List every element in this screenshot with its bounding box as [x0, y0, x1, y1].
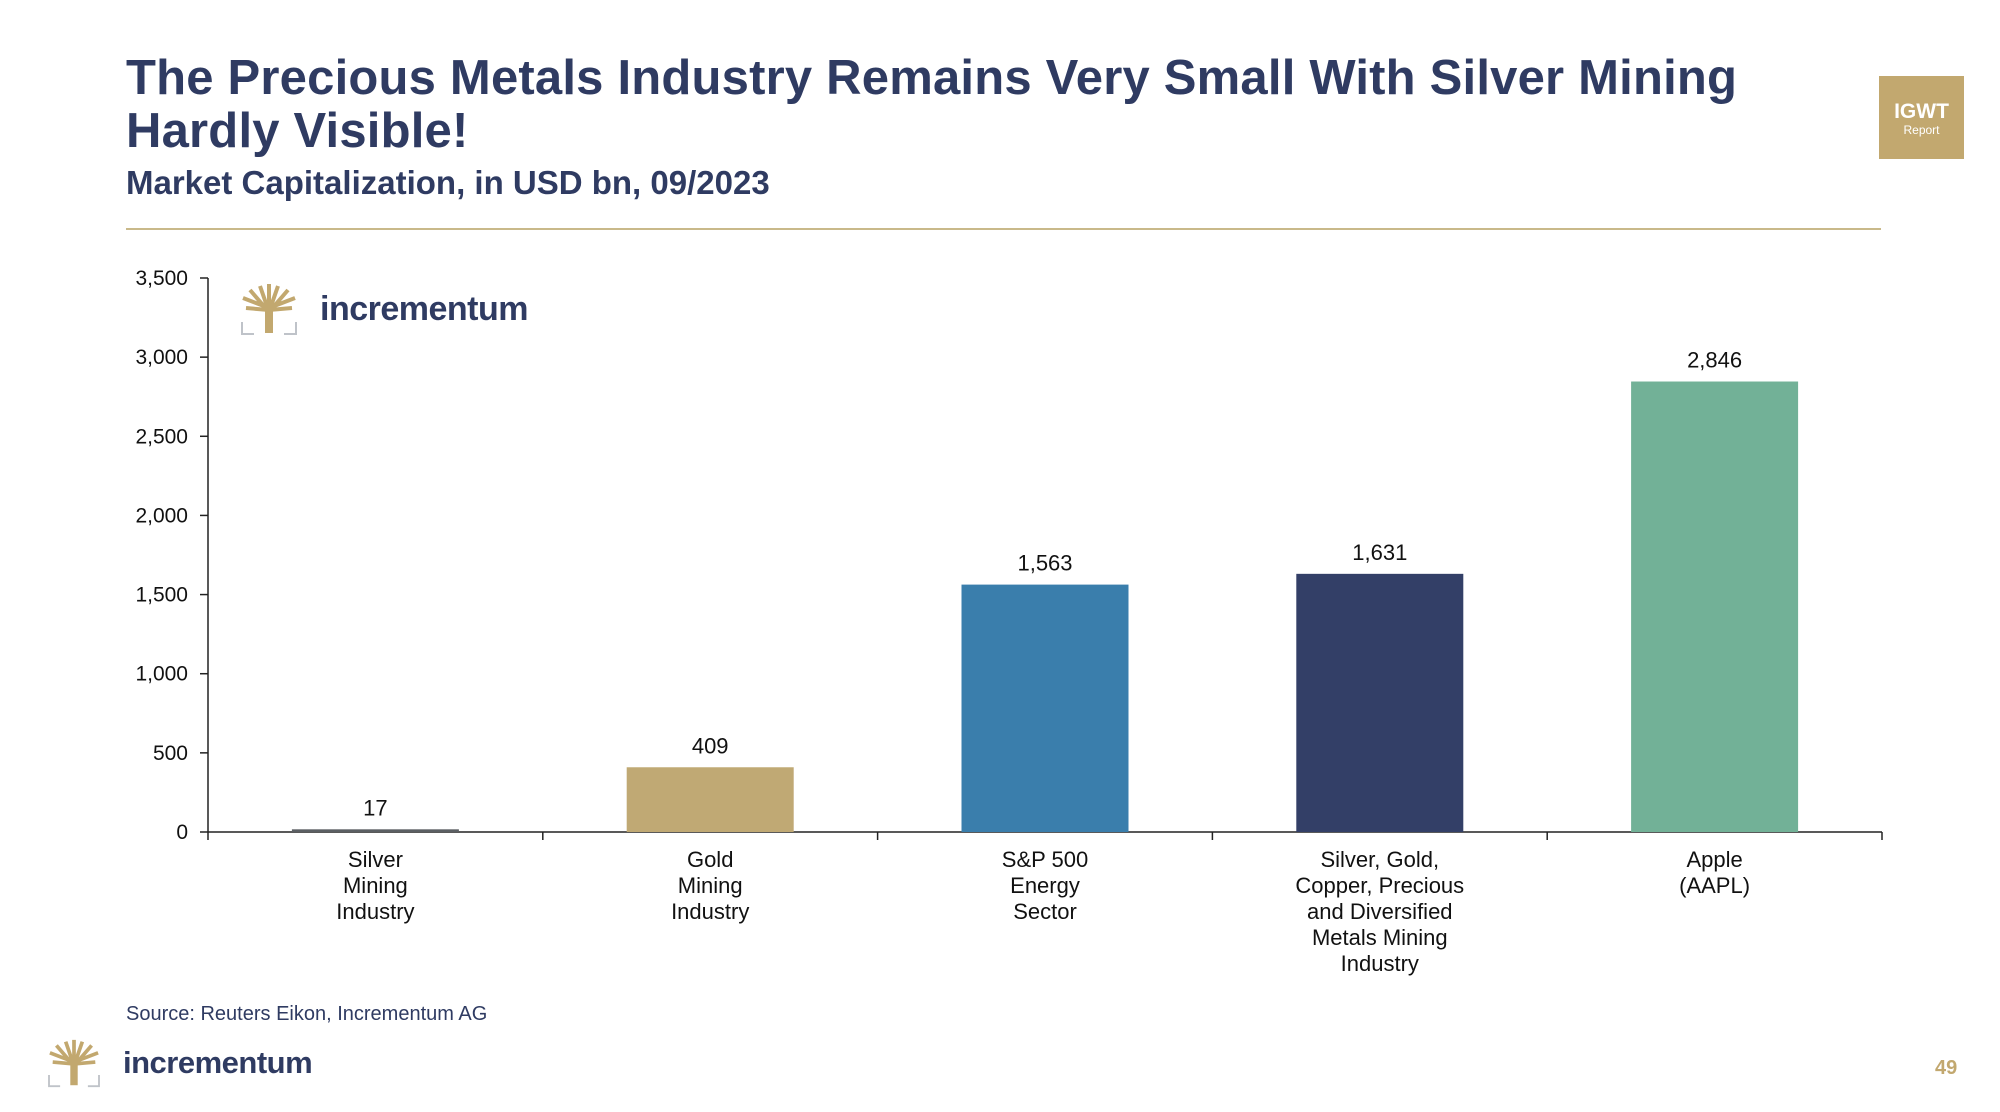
- category-label-line: Copper, Precious: [1295, 873, 1464, 898]
- chart-subtitle: Market Capitalization, in USD bn, 09/202…: [126, 164, 770, 201]
- y-tick-label: 0: [176, 821, 188, 844]
- y-tick-label: 2,500: [135, 425, 188, 448]
- y-tick-label: 1,500: [135, 584, 188, 607]
- y-tick-label: 1,000: [135, 663, 188, 686]
- bar: [1296, 573, 1464, 832]
- category-label-line: Industry: [671, 899, 749, 924]
- bar: [1631, 381, 1799, 832]
- y-tick-label: 3,500: [135, 267, 188, 290]
- category-label-line: and Diversified: [1307, 899, 1453, 924]
- category-label-line: Mining: [678, 873, 743, 898]
- category-label-line: (AAPL): [1679, 873, 1750, 898]
- data-label: 17: [363, 795, 387, 820]
- y-tick-label: 2,000: [135, 504, 188, 527]
- bar: [961, 584, 1129, 832]
- category-label-line: Silver, Gold,: [1320, 847, 1439, 872]
- category-label-line: Apple: [1686, 847, 1742, 872]
- category-label-line: Metals Mining: [1312, 925, 1448, 950]
- category-label-line: Silver: [348, 847, 403, 872]
- category-label: Gold Mining Industry: [671, 847, 749, 924]
- category-label: Silver Mining Industry: [336, 847, 414, 924]
- category-label-line: Industry: [336, 899, 414, 924]
- category-label-line: Sector: [1013, 899, 1077, 924]
- footer-logo: incrementum: [47, 1038, 313, 1088]
- chart-logo: incrementum: [240, 282, 529, 336]
- category-label: Apple (AAPL): [1679, 847, 1750, 898]
- y-tick-label: 3,000: [135, 346, 188, 369]
- bar: [291, 829, 459, 832]
- data-label: 1,563: [1017, 551, 1072, 576]
- data-label: 1,631: [1352, 540, 1407, 565]
- data-label: 2,846: [1687, 348, 1742, 373]
- badge-subtitle: Report: [1903, 123, 1940, 137]
- logo-wordmark: incrementum: [320, 289, 529, 328]
- logo-wordmark: incrementum: [123, 1045, 313, 1080]
- badge-title: IGWT: [1894, 100, 1949, 123]
- category-label-line: Mining: [343, 873, 408, 898]
- data-label: 409: [692, 733, 729, 758]
- source-note: Source: Reuters Eikon, Incrementum AG: [126, 1003, 488, 1025]
- category-label-line: Industry: [1341, 951, 1419, 976]
- category-label-line: S&P 500: [1002, 847, 1088, 872]
- igwt-report-badge: IGWT Report: [1879, 76, 1964, 159]
- tree-icon: [48, 1039, 100, 1088]
- page-title: The Precious Metals Industry Remains Ver…: [126, 51, 1738, 158]
- category-label: S&P 500 Energy Sector: [1002, 847, 1088, 924]
- category-label-line: Energy: [1010, 873, 1080, 898]
- header-divider: [126, 228, 1881, 230]
- category-label-line: Gold: [687, 847, 733, 872]
- page-number: 49: [1935, 1057, 1958, 1079]
- tree-icon: [241, 284, 297, 335]
- bar: [626, 767, 794, 832]
- y-tick-label: 500: [153, 742, 188, 765]
- category-label: Silver, Gold, Copper, Precious and Diversi…: [1295, 847, 1464, 976]
